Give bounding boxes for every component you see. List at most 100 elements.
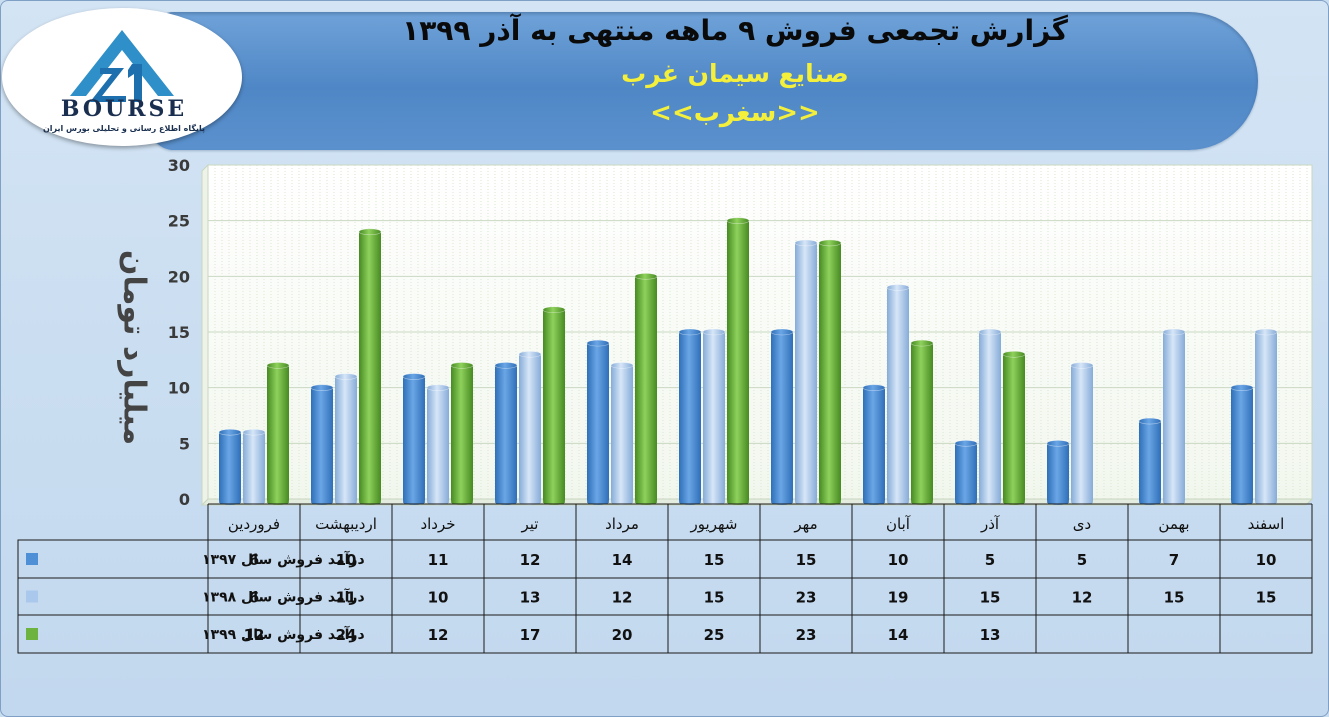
plot-area	[200, 163, 1314, 507]
data-label: 15	[704, 551, 725, 569]
category-label: بهمن	[1158, 515, 1189, 533]
bar	[1070, 362, 1094, 505]
category-label: اردیبهشت	[315, 515, 377, 533]
bar	[1002, 350, 1026, 505]
bar	[1138, 417, 1162, 505]
data-label: 15	[704, 589, 725, 607]
side-wall	[201, 163, 209, 507]
data-label: 12	[428, 626, 449, 644]
data-label: 15	[796, 551, 817, 569]
y-tick-label: 0	[179, 490, 190, 509]
data-label: 24	[336, 626, 357, 644]
data-label: 12	[1072, 589, 1093, 607]
bar	[770, 328, 794, 505]
bar	[794, 239, 818, 505]
category-label: فروردین	[228, 515, 280, 533]
data-label: 15	[1164, 589, 1185, 607]
bar	[726, 217, 750, 505]
category-label: آذر	[980, 515, 1000, 533]
bar	[678, 328, 702, 505]
data-label: 11	[336, 589, 357, 607]
data-label: 15	[1256, 589, 1277, 607]
bourse-logo	[2, 8, 242, 146]
y-tick-label: 15	[168, 323, 190, 342]
bar	[634, 273, 658, 505]
data-label: 25	[704, 626, 725, 644]
data-label: 10	[428, 589, 449, 607]
data-label: 15	[980, 589, 1001, 607]
bar	[886, 284, 910, 505]
bar	[358, 228, 382, 505]
data-label: 13	[980, 626, 1001, 644]
bars	[218, 217, 1278, 505]
bar	[266, 362, 290, 505]
data-label: 23	[796, 589, 817, 607]
legend-label: درآمد فروش سال ۱۳۹۹	[202, 625, 365, 643]
bar	[978, 328, 1002, 505]
company-symbol: <<سغرب>>	[650, 98, 820, 128]
data-label: 10	[1256, 551, 1277, 569]
bar	[218, 428, 242, 505]
company-name: صنایع سیمان غرب	[621, 59, 849, 88]
bar	[610, 362, 634, 505]
data-label: 19	[888, 589, 909, 607]
bar	[1254, 328, 1278, 505]
data-label: 14	[888, 626, 909, 644]
bar	[426, 384, 450, 505]
bar	[818, 239, 842, 505]
data-label: 5	[985, 551, 995, 569]
y-axis: 0 5 10 15 20 25 30	[168, 156, 190, 509]
data-label: 5	[1077, 551, 1087, 569]
data-table: فروردین اردیبهشت خرداد تیر مرداد شهریور مهر آبا…	[17, 503, 1313, 654]
bar	[242, 428, 266, 505]
data-label: 20	[612, 626, 633, 644]
data-label: 10	[888, 551, 909, 569]
chart-title: گزارش تجمعی فروش ۹ ماهه منتهی به آذر ۱۳۹…	[402, 14, 1068, 47]
data-label: 23	[796, 626, 817, 644]
category-label: اسفند	[1248, 515, 1285, 533]
bar	[518, 350, 542, 505]
bar	[702, 328, 726, 505]
bar	[586, 339, 610, 505]
y-tick-label: 25	[168, 212, 190, 231]
data-label: 6	[249, 551, 259, 569]
bar	[402, 373, 426, 505]
bar	[910, 339, 934, 505]
legend-swatch	[26, 553, 38, 565]
bar	[862, 384, 886, 505]
y-tick-label: 5	[179, 434, 190, 453]
bar	[542, 306, 566, 505]
category-label: شهریور	[690, 515, 738, 533]
data-label: 11	[428, 551, 449, 569]
category-label: مرداد	[605, 515, 639, 533]
data-label: 17	[520, 626, 541, 644]
category-label: تیر	[521, 515, 539, 533]
legend-swatch	[26, 590, 38, 603]
category-label: خرداد	[420, 515, 455, 533]
y-tick-label: 10	[168, 379, 190, 398]
y-tick-label: 30	[168, 156, 190, 175]
legend-label: درآمد فروش سال ۱۳۹۸	[202, 588, 365, 606]
data-label: 12	[520, 551, 541, 569]
data-label: 6	[249, 589, 259, 607]
category-label: دی	[1073, 515, 1091, 533]
bar	[334, 373, 358, 505]
bar	[1046, 440, 1070, 505]
title-banner	[150, 12, 1258, 150]
bar	[1162, 328, 1186, 505]
bar	[310, 384, 334, 505]
y-axis-label: میلیارد تومان	[116, 249, 152, 446]
legend-label: درآمد فروش سال ۱۳۹۷	[202, 550, 365, 568]
legend-swatch	[26, 628, 38, 640]
bar	[450, 362, 474, 505]
data-label: 7	[1169, 551, 1179, 569]
bar	[954, 440, 978, 505]
data-label: 10	[336, 551, 357, 569]
category-label: مهر	[793, 515, 817, 533]
y-tick-label: 20	[168, 267, 190, 286]
data-label: 14	[612, 551, 633, 569]
data-label: 12	[612, 589, 633, 607]
logo-mark-icon	[70, 30, 174, 102]
logo-brand: BOURSE	[60, 96, 188, 122]
